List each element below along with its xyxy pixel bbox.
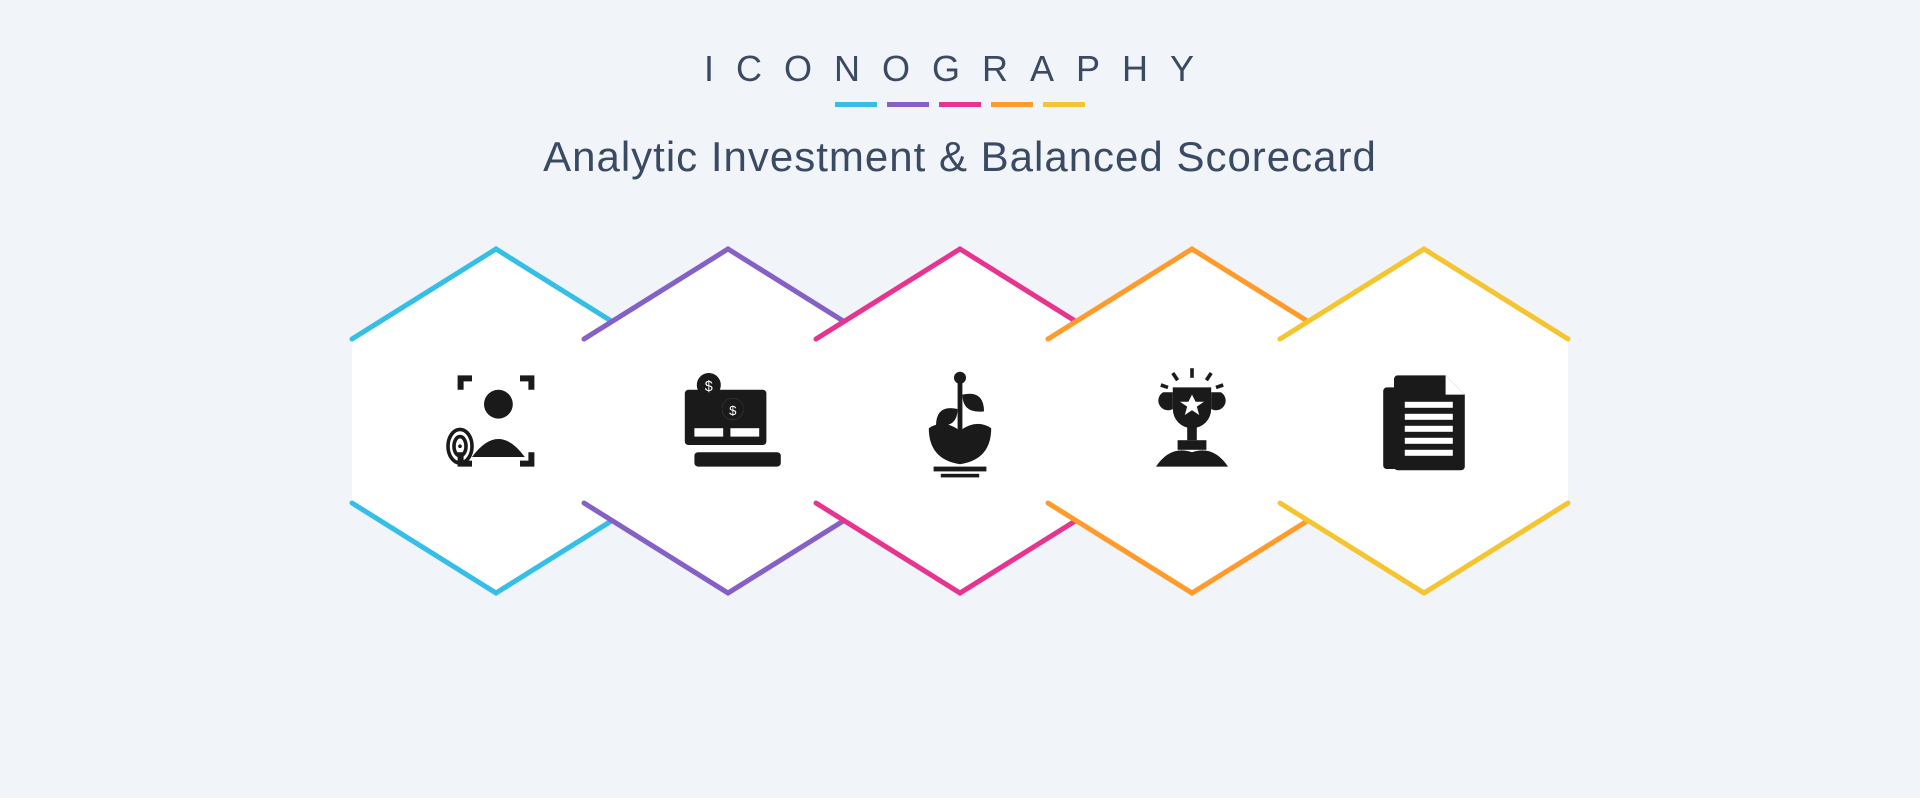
document-list-icon [1364,361,1484,481]
accent-bar-0 [835,102,877,107]
accent-bar-4 [1043,102,1085,107]
svg-text:$: $ [705,379,713,395]
page-title: ICONOGRAPHY [543,48,1377,90]
accent-bar-3 [991,102,1033,107]
hex-tile-4 [1268,241,1580,601]
identity-scan-icon [436,361,556,481]
hexagon-row: $ $ [0,241,1920,601]
page-subtitle: Analytic Investment & Balanced Scorecard [543,133,1377,181]
header: ICONOGRAPHY Analytic Investment & Balanc… [543,48,1377,181]
trophy-award-icon [1132,361,1252,481]
growth-plant-icon [900,361,1020,481]
accent-row [543,102,1377,107]
svg-text:$: $ [729,403,737,418]
accent-bar-2 [939,102,981,107]
accent-bar-1 [887,102,929,107]
finance-card-icon: $ $ [668,361,788,481]
